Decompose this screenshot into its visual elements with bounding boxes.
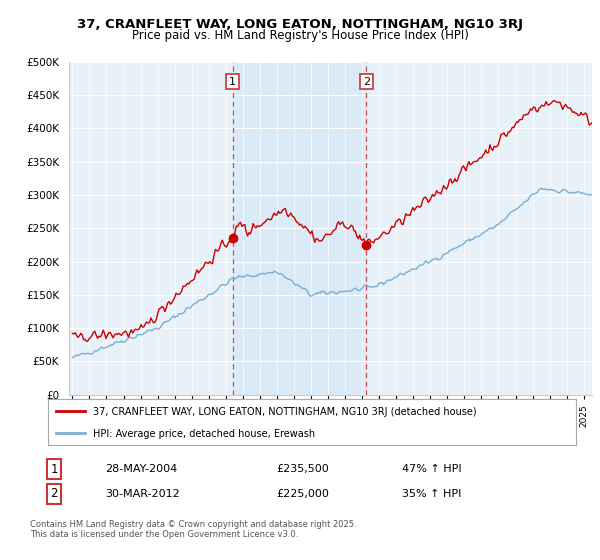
Text: 47% ↑ HPI: 47% ↑ HPI xyxy=(402,464,461,474)
Text: £225,000: £225,000 xyxy=(276,489,329,499)
Text: 1: 1 xyxy=(229,77,236,87)
Text: 30-MAR-2012: 30-MAR-2012 xyxy=(105,489,180,499)
Text: Price paid vs. HM Land Registry's House Price Index (HPI): Price paid vs. HM Land Registry's House … xyxy=(131,29,469,42)
Text: 2: 2 xyxy=(362,77,370,87)
Text: 35% ↑ HPI: 35% ↑ HPI xyxy=(402,489,461,499)
Text: Contains HM Land Registry data © Crown copyright and database right 2025.
This d: Contains HM Land Registry data © Crown c… xyxy=(30,520,356,539)
Text: £235,500: £235,500 xyxy=(276,464,329,474)
Text: HPI: Average price, detached house, Erewash: HPI: Average price, detached house, Erew… xyxy=(93,429,315,439)
Text: 2: 2 xyxy=(50,487,58,501)
Bar xyxy=(233,62,366,395)
Text: 37, CRANFLEET WAY, LONG EATON, NOTTINGHAM, NG10 3RJ (detached house): 37, CRANFLEET WAY, LONG EATON, NOTTINGHA… xyxy=(93,407,476,417)
Text: 28-MAY-2004: 28-MAY-2004 xyxy=(105,464,177,474)
Text: 37, CRANFLEET WAY, LONG EATON, NOTTINGHAM, NG10 3RJ: 37, CRANFLEET WAY, LONG EATON, NOTTINGHA… xyxy=(77,18,523,31)
Text: 1: 1 xyxy=(50,463,58,476)
